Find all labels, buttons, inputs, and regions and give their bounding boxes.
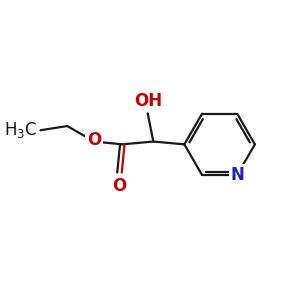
- Text: H$_3$C: H$_3$C: [4, 120, 38, 140]
- Text: O: O: [87, 131, 101, 149]
- Text: O: O: [112, 177, 127, 195]
- Text: N: N: [231, 166, 245, 184]
- Text: OH: OH: [134, 92, 162, 110]
